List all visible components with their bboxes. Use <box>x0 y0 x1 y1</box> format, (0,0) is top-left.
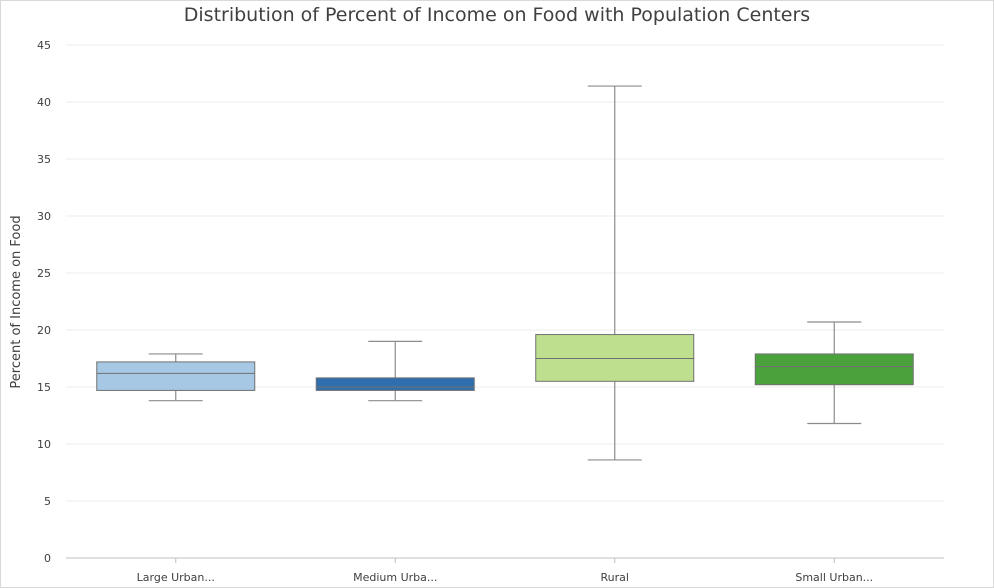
iqr-box <box>96 361 256 391</box>
box-1 <box>96 353 256 402</box>
iqr-box <box>315 377 475 391</box>
iqr-box <box>754 353 914 386</box>
boxes <box>96 85 914 461</box>
y-tick-label: 30 <box>37 210 51 223</box>
y-tick-label: 40 <box>37 96 51 109</box>
x-tick-label: Small Urban... <box>795 571 873 584</box>
chart-title: Distribution of Percent of Income on Foo… <box>183 4 811 26</box>
y-tick-label: 45 <box>37 39 51 52</box>
iqr-box <box>535 334 695 382</box>
x-tick-label: Rural <box>601 571 629 584</box>
box-2 <box>315 340 475 402</box>
y-tick-label: 20 <box>37 324 51 337</box>
y-tick-label: 15 <box>37 381 51 394</box>
y-axis: 0 5 10 15 20 25 30 35 40 45 <box>37 39 51 565</box>
box-3 <box>535 85 695 461</box>
x-tick-label: Medium Urba... <box>353 571 437 584</box>
x-tick-label: Large Urban... <box>137 571 215 584</box>
x-axis: Large Urban... Medium Urba... Rural Small U… <box>66 557 944 584</box>
gridlines <box>66 44 944 502</box>
y-tick-label: 25 <box>37 267 51 280</box>
box-4 <box>754 321 914 425</box>
y-axis-label: Percent of Income on Food <box>9 215 24 388</box>
y-tick-label: 0 <box>44 552 51 565</box>
y-tick-label: 35 <box>37 153 51 166</box>
y-tick-label: 5 <box>44 495 51 508</box>
y-tick-label: 10 <box>37 438 51 451</box>
